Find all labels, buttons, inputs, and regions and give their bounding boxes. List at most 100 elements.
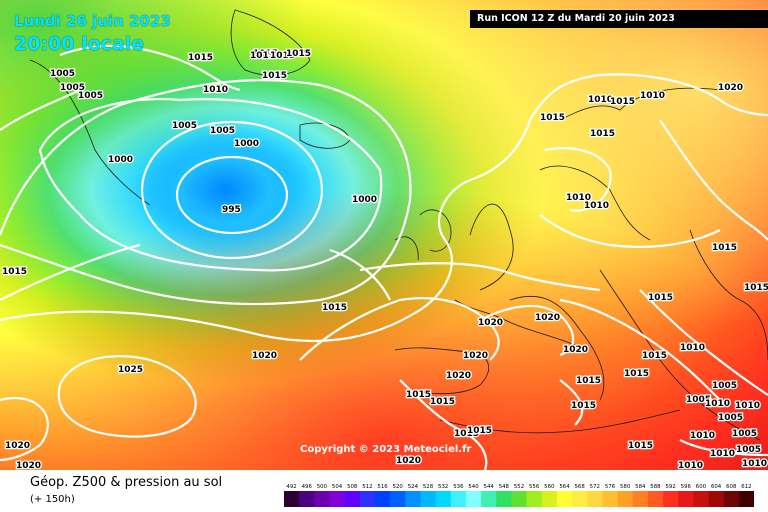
isobar-label: 1010 <box>588 95 613 105</box>
isobar-label: 1010 <box>742 459 767 469</box>
scale-swatch <box>405 491 421 507</box>
isobar-lines <box>0 44 768 470</box>
isobar-label: 1005 <box>736 445 761 455</box>
scale-tick-label: 600 <box>696 484 707 490</box>
isobar-label: 1005 <box>712 381 737 391</box>
isobar-label: 1015 <box>610 97 635 107</box>
isobar-label: 1005 <box>172 121 197 131</box>
scale-tick-label: 508 <box>347 484 358 490</box>
scale-tick-label: 512 <box>362 484 372 490</box>
isobar-label: 1010 <box>566 193 591 203</box>
scale-swatch <box>435 491 452 507</box>
scale-swatch <box>602 491 618 507</box>
scale-tick-label: 576 <box>605 484 616 490</box>
scale-swatch <box>541 491 558 507</box>
isobar-label: 1015 <box>250 51 275 61</box>
scale-tick-label: 516 <box>377 484 388 490</box>
scale-swatch <box>420 491 436 507</box>
scale-swatch <box>632 491 649 507</box>
scale-tick-label: 500 <box>317 484 328 490</box>
scale-swatch <box>526 491 543 507</box>
scale-tick-label: 588 <box>650 484 661 490</box>
isobar-label: 1010 <box>710 449 735 459</box>
isobar-label: 1020 <box>478 318 503 328</box>
scale-tick-label: 604 <box>711 484 722 490</box>
copyright-text: Copyright © 2023 Meteociel.fr <box>300 444 472 455</box>
isobar-label: 1015 <box>712 243 737 253</box>
scale-tick-label: 612 <box>741 484 751 490</box>
isobar-label: 995 <box>222 205 241 215</box>
scale-swatch <box>284 491 300 507</box>
isobar-label: 1015 <box>576 376 601 386</box>
color-scale: 492 496 500 504 508 512 516 520 524 528 532 536 540 5… <box>284 484 754 507</box>
isobar-label: 1015 <box>590 129 615 139</box>
isobar-label: 1005 <box>78 91 103 101</box>
run-info: Run ICON 12 Z du Mardi 20 juin 2023 <box>470 10 768 28</box>
scale-tick-label: 580 <box>620 484 631 490</box>
isobar-label: 1005 <box>210 126 235 136</box>
isobar-label: 1020 <box>5 441 30 451</box>
scale-tick-label: 528 <box>423 484 434 490</box>
isobar-label: 1010 <box>678 461 703 470</box>
scale-tick-label: 504 <box>332 484 343 490</box>
scale-swatch <box>617 491 634 507</box>
scale-tick-label: 564 <box>559 484 570 490</box>
scale-swatch <box>374 491 391 507</box>
scale-tick-label: 572 <box>590 484 600 490</box>
scale-tick-label: 552 <box>514 484 524 490</box>
scale-swatch <box>572 491 588 507</box>
isobar-label: 1010 <box>705 399 730 409</box>
isobar-label: 1000 <box>352 195 377 205</box>
forecast-time: 20:00 locale <box>14 33 145 55</box>
isobar-label: 1015 <box>406 390 431 400</box>
scale-swatch <box>587 491 603 507</box>
scale-tick-label: 584 <box>635 484 646 490</box>
scale-swatch <box>723 491 740 507</box>
scale-swatch <box>678 491 694 507</box>
legend-subtitle: (+ 150h) <box>30 494 75 505</box>
isobar-label: 1020 <box>535 313 560 323</box>
isobar-label: 1020 <box>16 461 41 470</box>
forecast-date: Lundi 26 juin 2023 <box>14 12 171 30</box>
scale-tick-label: 596 <box>681 484 692 490</box>
isobar-label: 1015 <box>253 49 278 59</box>
isobar-label: 1015 <box>188 53 213 63</box>
scale-tick-label: 540 <box>468 484 479 490</box>
isobar-label: 1020 <box>252 351 277 361</box>
scale-swatch <box>359 491 376 507</box>
isobar-label: 1015 <box>571 401 596 411</box>
scale-tick-label: 492 <box>286 484 296 490</box>
isobar-label: 1015 <box>270 51 295 61</box>
scale-tick-label: 496 <box>302 484 313 490</box>
scale-tick-label: 592 <box>665 484 675 490</box>
isobar-label: 1005 <box>686 395 711 405</box>
scale-tick-label: 544 <box>484 484 495 490</box>
isobar-label: 1000 <box>108 155 133 165</box>
isobar-label: 1015 <box>540 113 565 123</box>
isobar-label: 1015 <box>648 293 673 303</box>
isobar-label: 1025 <box>118 365 143 375</box>
scale-swatch <box>450 491 467 507</box>
isobar-label: 1015 <box>430 397 455 407</box>
isobar-label: 1015 <box>2 267 27 277</box>
isobar-label: 1005 <box>50 69 75 79</box>
scale-swatch <box>390 491 406 507</box>
coastlines <box>29 9 768 441</box>
isobar-label: 1015 <box>322 303 347 313</box>
scale-tick-label: 556 <box>529 484 540 490</box>
scale-swatch <box>708 491 724 507</box>
scale-tick-label: 536 <box>453 484 464 490</box>
scale-swatch <box>465 491 482 507</box>
scale-tick-label: 532 <box>438 484 448 490</box>
scale-swatch <box>647 491 664 507</box>
scale-swatch <box>693 491 709 507</box>
scale-tick-label: 524 <box>408 484 419 490</box>
scale-swatch <box>496 491 512 507</box>
scale-tick-label: 560 <box>544 484 555 490</box>
isobar-label: 1015 <box>744 283 768 293</box>
isobar-label: 1010 <box>690 431 715 441</box>
isobar-label: 1005 <box>60 83 85 93</box>
scale-swatch <box>314 491 330 507</box>
isobar-label: 1015 <box>628 441 653 451</box>
